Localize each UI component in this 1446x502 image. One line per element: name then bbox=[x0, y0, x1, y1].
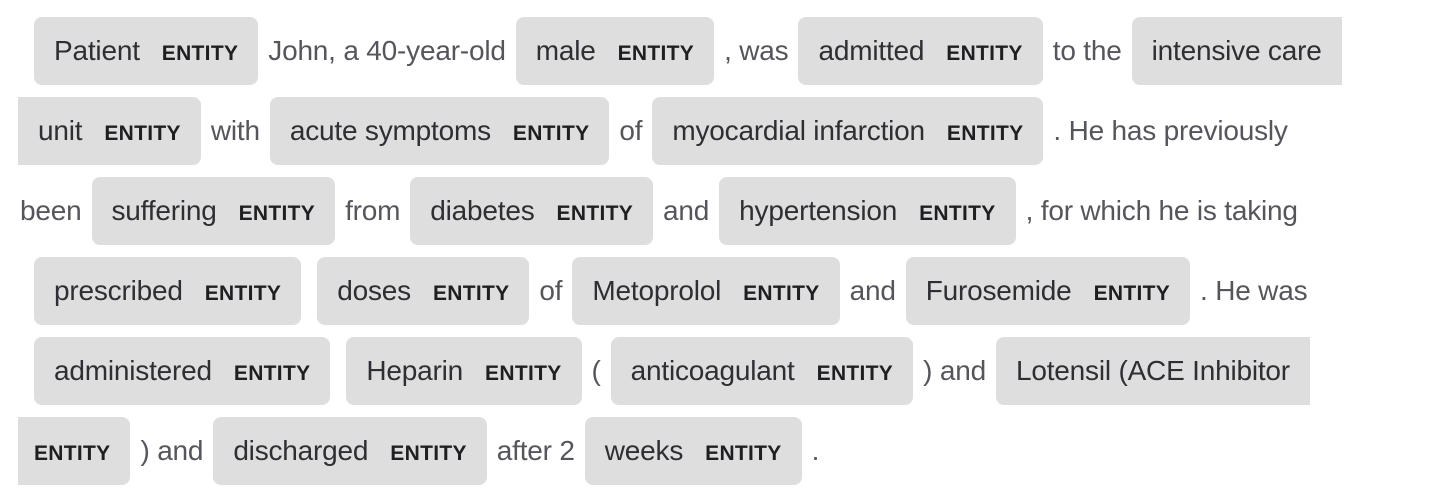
entity-chip[interactable]: Metoprolol ENTITY bbox=[572, 257, 840, 325]
plain-text: ( bbox=[591, 355, 601, 386]
entity-chip[interactable]: weeks ENTITY bbox=[584, 417, 802, 485]
entity-text: doses bbox=[337, 275, 411, 306]
entity-text: weeks bbox=[604, 435, 684, 466]
entity-text: discharged bbox=[233, 435, 369, 466]
plain-text: ) and bbox=[140, 435, 204, 466]
entity-text: male bbox=[535, 35, 596, 66]
entity-label: ENTITY bbox=[919, 202, 996, 225]
entity-text: admitted bbox=[818, 35, 925, 66]
entity-chip[interactable]: Patient ENTITY bbox=[34, 17, 259, 85]
plain-text: been bbox=[20, 195, 82, 226]
text-line: ENTITY ) and discharged ENTITY after 2 weeks E… bbox=[0, 417, 1446, 485]
entity-chip[interactable]: suffering ENTITY bbox=[91, 177, 336, 245]
entity-text: hypertension bbox=[739, 195, 898, 226]
entity-text: anticoagulant bbox=[630, 355, 795, 386]
entity-label: ENTITY bbox=[204, 282, 282, 305]
plain-text: of bbox=[619, 115, 643, 146]
entity-chip[interactable]: intensive care bbox=[1131, 17, 1342, 85]
entity-chip[interactable]: acute symptoms ENTITY bbox=[269, 97, 610, 165]
entity-label: ENTITY bbox=[946, 42, 1023, 65]
entity-chip[interactable]: diabetes ENTITY bbox=[410, 177, 654, 245]
entity-label: ENTITY bbox=[485, 362, 562, 385]
entity-chip[interactable]: ENTITY bbox=[18, 417, 131, 485]
plain-text: of bbox=[539, 275, 563, 306]
entity-label: ENTITY bbox=[816, 362, 894, 385]
plain-text: . He was bbox=[1200, 275, 1308, 306]
entity-label: ENTITY bbox=[743, 282, 820, 305]
plain-text: ) and bbox=[923, 355, 986, 386]
text-line: prescribed ENTITY doses ENTITY of Metoprolol E… bbox=[0, 257, 1446, 325]
entity-chip[interactable]: doses ENTITY bbox=[317, 257, 530, 325]
plain-text: after 2 bbox=[496, 435, 575, 466]
entity-chip[interactable]: myocardial infarction ENTITY bbox=[652, 97, 1044, 165]
text-line: administered ENTITY Heparin ENTITY ( anticoag… bbox=[0, 337, 1446, 405]
entity-text: Patient bbox=[54, 35, 140, 66]
plain-text: to the bbox=[1052, 35, 1122, 66]
entity-text: diabetes bbox=[430, 195, 535, 226]
entity-chip[interactable]: administered ENTITY bbox=[34, 337, 331, 405]
entity-chip[interactable]: discharged ENTITY bbox=[213, 417, 487, 485]
plain-text: , for which he is taking bbox=[1025, 195, 1298, 226]
entity-text: Lotensil (ACE Inhibitor bbox=[1015, 355, 1290, 386]
entity-label: ENTITY bbox=[233, 362, 311, 385]
entity-text: myocardial infarction bbox=[672, 115, 925, 146]
entity-label: ENTITY bbox=[161, 42, 239, 65]
plain-text: with bbox=[210, 115, 260, 146]
entity-text: unit bbox=[38, 115, 83, 146]
entity-label: ENTITY bbox=[705, 442, 782, 465]
entity-text: Heparin bbox=[366, 355, 464, 386]
entity-chip[interactable]: admitted ENTITY bbox=[798, 17, 1043, 85]
plain-text: John, a 40-year-old bbox=[268, 35, 506, 66]
plain-text: . bbox=[811, 435, 820, 466]
entity-text: acute symptoms bbox=[289, 115, 491, 146]
entity-chip[interactable]: anticoagulant ENTITY bbox=[610, 337, 914, 405]
entity-label: ENTITY bbox=[556, 202, 634, 225]
entity-label: ENTITY bbox=[390, 442, 467, 465]
entity-text: intensive care bbox=[1151, 35, 1322, 66]
text-line: Patient ENTITY John, a 40-year-old male ENTI… bbox=[0, 17, 1446, 85]
text-line: unit ENTITY with acute symptoms ENTITY of myoc… bbox=[0, 97, 1446, 165]
entity-text: Furosemide bbox=[925, 275, 1072, 306]
entity-text: Metoprolol bbox=[592, 275, 722, 306]
entity-label: ENTITY bbox=[617, 42, 695, 65]
entity-chip[interactable]: Furosemide ENTITY bbox=[905, 257, 1191, 325]
plain-text: . He has previously bbox=[1053, 115, 1288, 146]
entity-chip[interactable]: Lotensil (ACE Inhibitor bbox=[995, 337, 1310, 405]
entity-chip[interactable]: hypertension ENTITY bbox=[719, 177, 1016, 245]
plain-text: , was bbox=[724, 35, 789, 66]
entity-text: suffering bbox=[111, 195, 217, 226]
entity-label: ENTITY bbox=[238, 202, 316, 225]
plain-text: from bbox=[345, 195, 401, 226]
entity-text: prescribed bbox=[54, 275, 183, 306]
entity-chip[interactable]: male ENTITY bbox=[515, 17, 715, 85]
entity-chip[interactable]: unit ENTITY bbox=[18, 97, 201, 165]
entity-label: ENTITY bbox=[512, 122, 590, 145]
entity-chip[interactable]: Heparin ENTITY bbox=[346, 337, 582, 405]
entity-label: ENTITY bbox=[1093, 282, 1171, 305]
plain-text: and bbox=[663, 195, 710, 226]
entity-label: ENTITY bbox=[34, 442, 111, 465]
entity-label: ENTITY bbox=[104, 122, 181, 145]
entity-label: ENTITY bbox=[432, 282, 510, 305]
entity-chip[interactable]: prescribed ENTITY bbox=[34, 257, 302, 325]
text-line: been suffering ENTITY from diabetes ENTITY and… bbox=[0, 177, 1446, 245]
plain-text: and bbox=[849, 275, 896, 306]
entity-label: ENTITY bbox=[946, 122, 1024, 145]
entity-text: administered bbox=[54, 355, 212, 386]
